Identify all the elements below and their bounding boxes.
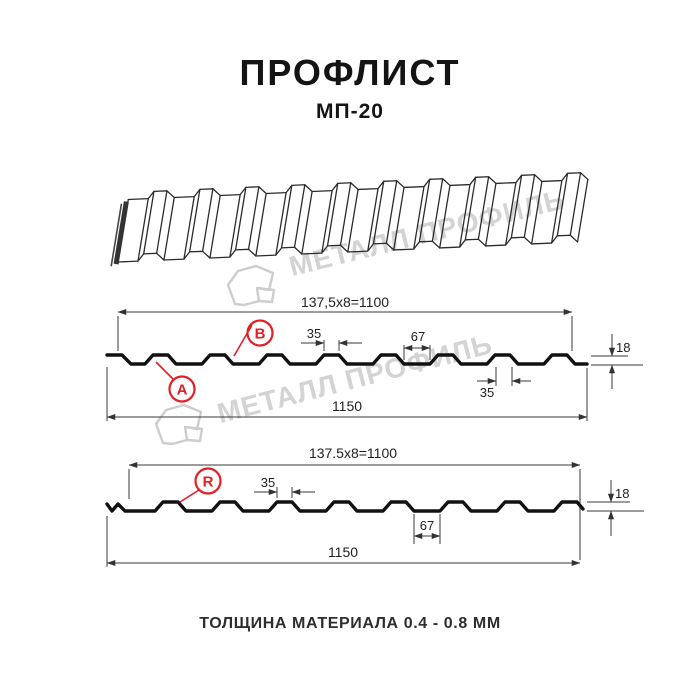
marker-label: A bbox=[177, 382, 188, 399]
page-title: ПРОФЛИСТ bbox=[239, 52, 461, 93]
dim-rib-top-width-top: 35 bbox=[301, 326, 362, 351]
dim-valley-width-top: 67 bbox=[403, 329, 431, 360]
profile-outline-bottom bbox=[105, 500, 585, 513]
cross-section-top: 137,5x8=1100 35 67 bbox=[105, 294, 643, 421]
dim-label: 35 bbox=[261, 475, 275, 490]
dim-height-top: 18 bbox=[591, 334, 643, 389]
marker-a: A bbox=[155, 361, 196, 403]
cross-section-bottom: 137.5x8=1100 35 67 bbox=[105, 445, 644, 567]
material-thickness-note: ТОЛЩИНА МАТЕРИАЛА 0.4 - 0.8 ММ bbox=[199, 615, 501, 632]
dim-coverage-width-bottom: 137.5x8=1100 bbox=[128, 445, 581, 560]
dim-rib-bottom-width-top: 35 bbox=[477, 367, 531, 400]
dim-label: 18 bbox=[615, 486, 629, 501]
dim-label: 137.5x8=1100 bbox=[309, 445, 397, 461]
dim-label: 137,5x8=1100 bbox=[301, 294, 389, 310]
profile-outline-top bbox=[105, 353, 589, 366]
dim-rib-top-width-bottom: 35 bbox=[254, 475, 315, 498]
dim-coverage-width-top: 137,5x8=1100 bbox=[117, 294, 573, 351]
dim-label: 1150 bbox=[332, 398, 362, 414]
marker-b: B bbox=[233, 319, 274, 357]
marker-label: B bbox=[255, 326, 266, 343]
product-code: МП-20 bbox=[316, 100, 384, 123]
marker-r: R bbox=[179, 467, 222, 503]
profile-3d-view bbox=[110, 171, 592, 267]
dim-label: 1150 bbox=[328, 544, 358, 560]
dim-valley-width-bottom: 67 bbox=[413, 514, 441, 544]
marker-label: R bbox=[203, 474, 214, 491]
dim-height-bottom: 18 bbox=[587, 480, 644, 536]
dim-label: 67 bbox=[411, 329, 425, 344]
dim-label: 67 bbox=[420, 518, 434, 533]
dim-total-width-bottom: 1150 bbox=[106, 516, 581, 567]
dim-label: 35 bbox=[480, 385, 494, 400]
dim-label: 18 bbox=[616, 340, 630, 355]
metall-profil-logo-icon bbox=[226, 264, 276, 307]
dim-total-width-top: 1150 bbox=[106, 367, 588, 421]
dim-label: 35 bbox=[307, 326, 321, 341]
